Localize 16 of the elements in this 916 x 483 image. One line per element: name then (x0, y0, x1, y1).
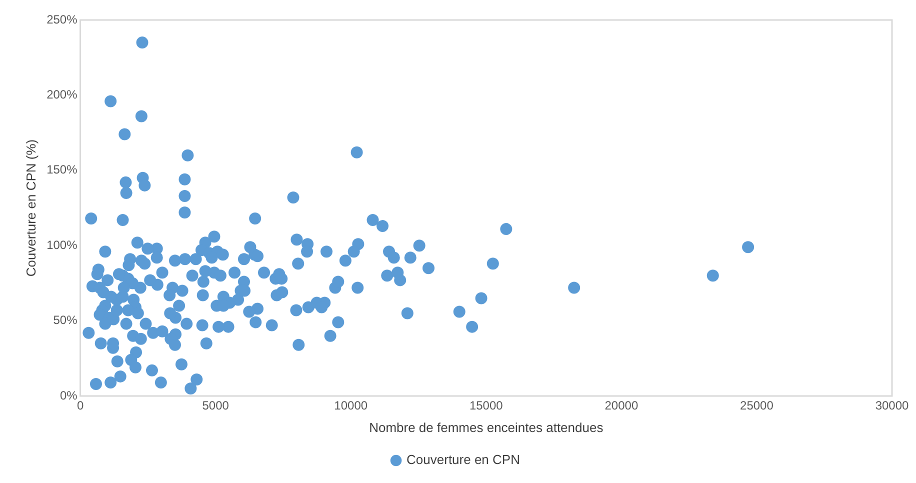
x-tick-label: 15000 (469, 398, 504, 413)
y-tick-label: 250% (46, 12, 78, 26)
y-tick-label: 0% (60, 388, 78, 402)
x-tick-label: 20000 (604, 398, 638, 413)
x-tick-label: 0 (76, 398, 84, 413)
x-axis-title: Nombre de femmes enceintes attendues (369, 420, 604, 435)
x-tick-label: 10000 (334, 398, 368, 413)
y-tick-label: 200% (46, 88, 78, 102)
y-tick-label: 100% (46, 238, 78, 252)
legend-label: Couverture en CPN (406, 452, 520, 468)
x-tick-label: 30000 (875, 398, 910, 413)
y-tick-label: 50% (53, 313, 78, 328)
x-tick-label: 5000 (202, 398, 230, 413)
y-tick-label: 150% (46, 162, 78, 177)
x-tick-label: 25000 (740, 398, 774, 413)
y-axis-title: Couverture en CPN (%) (23, 139, 38, 277)
